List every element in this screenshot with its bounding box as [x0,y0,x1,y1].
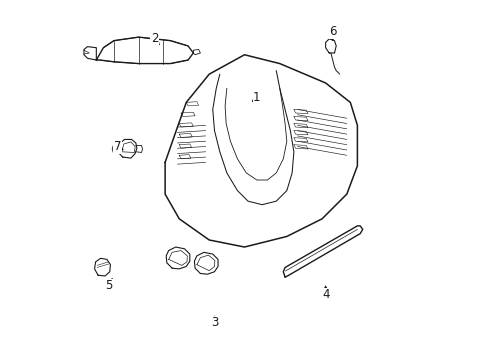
Text: 2: 2 [150,32,158,45]
Text: 3: 3 [210,316,218,329]
Text: 7: 7 [114,140,121,153]
Text: 4: 4 [321,288,329,301]
Text: 6: 6 [328,25,336,38]
Text: 5: 5 [105,279,112,292]
Text: 1: 1 [253,91,260,104]
